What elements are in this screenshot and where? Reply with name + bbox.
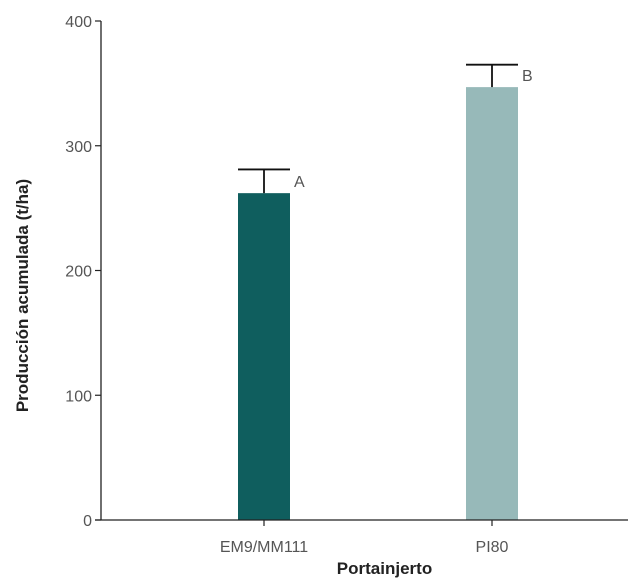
y-tick-label: 0 xyxy=(83,513,92,530)
y-axis-ticks: 0 100 200 300 400 xyxy=(65,14,101,530)
x-axis-title: Portainjerto xyxy=(337,559,432,578)
y-tick-label: 100 xyxy=(65,388,92,405)
bar xyxy=(466,87,518,521)
y-axis-title: Producción acumulada (t/ha) xyxy=(13,179,32,412)
x-tick-label: EM9/MM111 xyxy=(220,539,308,556)
y-tick-label: 200 xyxy=(65,264,92,281)
y-tick-label: 300 xyxy=(65,139,92,156)
chart-marks: AB xyxy=(238,63,533,521)
bar xyxy=(238,193,290,520)
significance-label: B xyxy=(522,68,533,85)
significance-label: A xyxy=(294,174,305,191)
x-tick-label: PI80 xyxy=(476,539,509,556)
y-tick-label: 400 xyxy=(65,14,92,31)
x-axis-ticks: EM9/MM111 PI80 xyxy=(220,520,509,556)
